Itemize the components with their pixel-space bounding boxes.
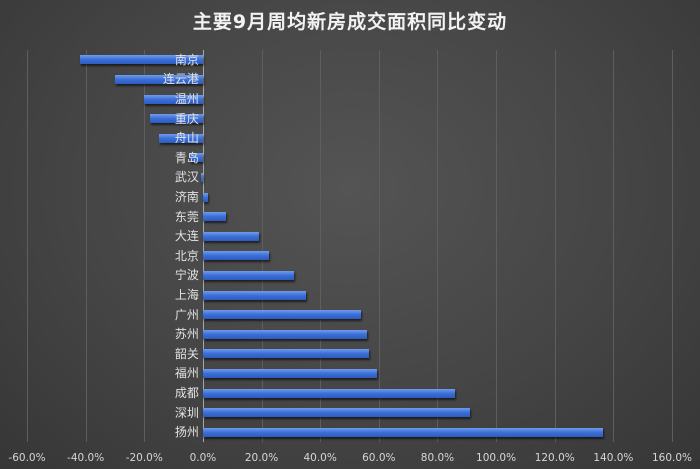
category-label: 重庆 bbox=[174, 111, 199, 126]
category-label: 成都 bbox=[174, 386, 199, 400]
zero-axis-line bbox=[202, 50, 204, 442]
bar bbox=[189, 153, 203, 163]
x-tick-label: 140.0% bbox=[593, 452, 634, 464]
x-tick-label: 80.0% bbox=[420, 452, 455, 464]
x-tick-label: 60.0% bbox=[362, 452, 396, 464]
bar bbox=[202, 310, 362, 320]
bar bbox=[202, 290, 306, 300]
category-label: 上海 bbox=[174, 288, 199, 302]
bar bbox=[202, 408, 470, 418]
category-label: 青岛 bbox=[174, 150, 199, 165]
gridline bbox=[496, 50, 498, 442]
gridline bbox=[320, 50, 322, 442]
bar bbox=[200, 172, 203, 182]
category-label: 苏州 bbox=[174, 327, 199, 342]
gridline bbox=[672, 50, 673, 442]
gridline bbox=[378, 50, 380, 442]
bar bbox=[202, 270, 294, 280]
category-label: 济南 bbox=[174, 190, 199, 204]
x-tick-label: 100.0% bbox=[476, 452, 517, 464]
category-label: 舟山 bbox=[174, 131, 199, 146]
bar bbox=[144, 94, 203, 104]
category-label: 连云港 bbox=[162, 72, 199, 87]
bar bbox=[114, 74, 203, 84]
gridline bbox=[85, 50, 87, 442]
bar bbox=[202, 251, 269, 261]
category-label: 武汉 bbox=[174, 170, 199, 185]
bar bbox=[158, 133, 203, 143]
gridline bbox=[437, 50, 439, 442]
category-label: 温州 bbox=[174, 92, 199, 106]
category-label: 宁波 bbox=[174, 268, 199, 283]
x-tick-label: 160.0% bbox=[651, 452, 693, 464]
category-label: 北京 bbox=[174, 248, 199, 263]
category-label: 大连 bbox=[174, 229, 199, 244]
x-tick-label: -60.0% bbox=[8, 452, 46, 464]
x-tick-label: 0.0% bbox=[189, 452, 217, 464]
bar bbox=[150, 114, 203, 124]
bar bbox=[202, 231, 259, 241]
bar bbox=[202, 349, 369, 359]
plot-area: 南京连云港温州重庆舟山青岛武汉济南东莞大连北京宁波上海广州苏州韶关福州成都深圳扬… bbox=[0, 50, 700, 442]
bar bbox=[202, 427, 604, 437]
bar bbox=[79, 55, 203, 65]
bar bbox=[202, 388, 456, 398]
x-tick-label: 40.0% bbox=[303, 452, 337, 464]
category-label: 深圳 bbox=[174, 405, 199, 420]
gridline bbox=[144, 50, 146, 442]
gridline bbox=[27, 50, 28, 442]
category-label: 广州 bbox=[174, 307, 199, 322]
bar bbox=[202, 212, 227, 222]
bar bbox=[202, 368, 378, 378]
chart-title: 主要9月周均新房成交面积同比变动 bbox=[192, 11, 508, 33]
category-label: 东莞 bbox=[174, 209, 199, 224]
x-tick-label: -40.0% bbox=[67, 452, 105, 464]
x-tick-label: -20.0% bbox=[125, 452, 163, 464]
bar bbox=[202, 329, 368, 339]
bar bbox=[202, 192, 208, 202]
gridline bbox=[554, 50, 556, 442]
gridline bbox=[261, 50, 263, 442]
category-label: 韶关 bbox=[174, 346, 199, 361]
x-tick-label: 20.0% bbox=[244, 452, 279, 464]
category-label: 南京 bbox=[174, 52, 199, 67]
gridline bbox=[613, 50, 615, 442]
category-label: 福州 bbox=[174, 366, 199, 381]
category-label: 扬州 bbox=[174, 425, 199, 440]
x-tick-label: 120.0% bbox=[534, 452, 575, 464]
